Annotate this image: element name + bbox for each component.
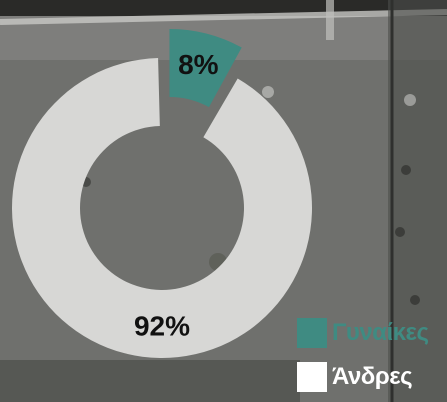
donut-slice-women — [169, 28, 242, 108]
slice-label-men: 92% — [134, 310, 190, 341]
slice-label-women: 8% — [178, 49, 219, 80]
legend: Γυναίκες Άνδρες — [297, 318, 429, 392]
legend-swatch-men — [297, 362, 327, 392]
donut-slice-men — [11, 58, 312, 359]
legend-swatch-women — [297, 318, 327, 348]
legend-item-men: Άνδρες — [297, 362, 428, 392]
legend-label-men: Άνδρες — [332, 363, 413, 390]
legend-item-women: Γυναίκες — [297, 318, 429, 348]
legend-label-women: Γυναίκες — [332, 319, 429, 346]
